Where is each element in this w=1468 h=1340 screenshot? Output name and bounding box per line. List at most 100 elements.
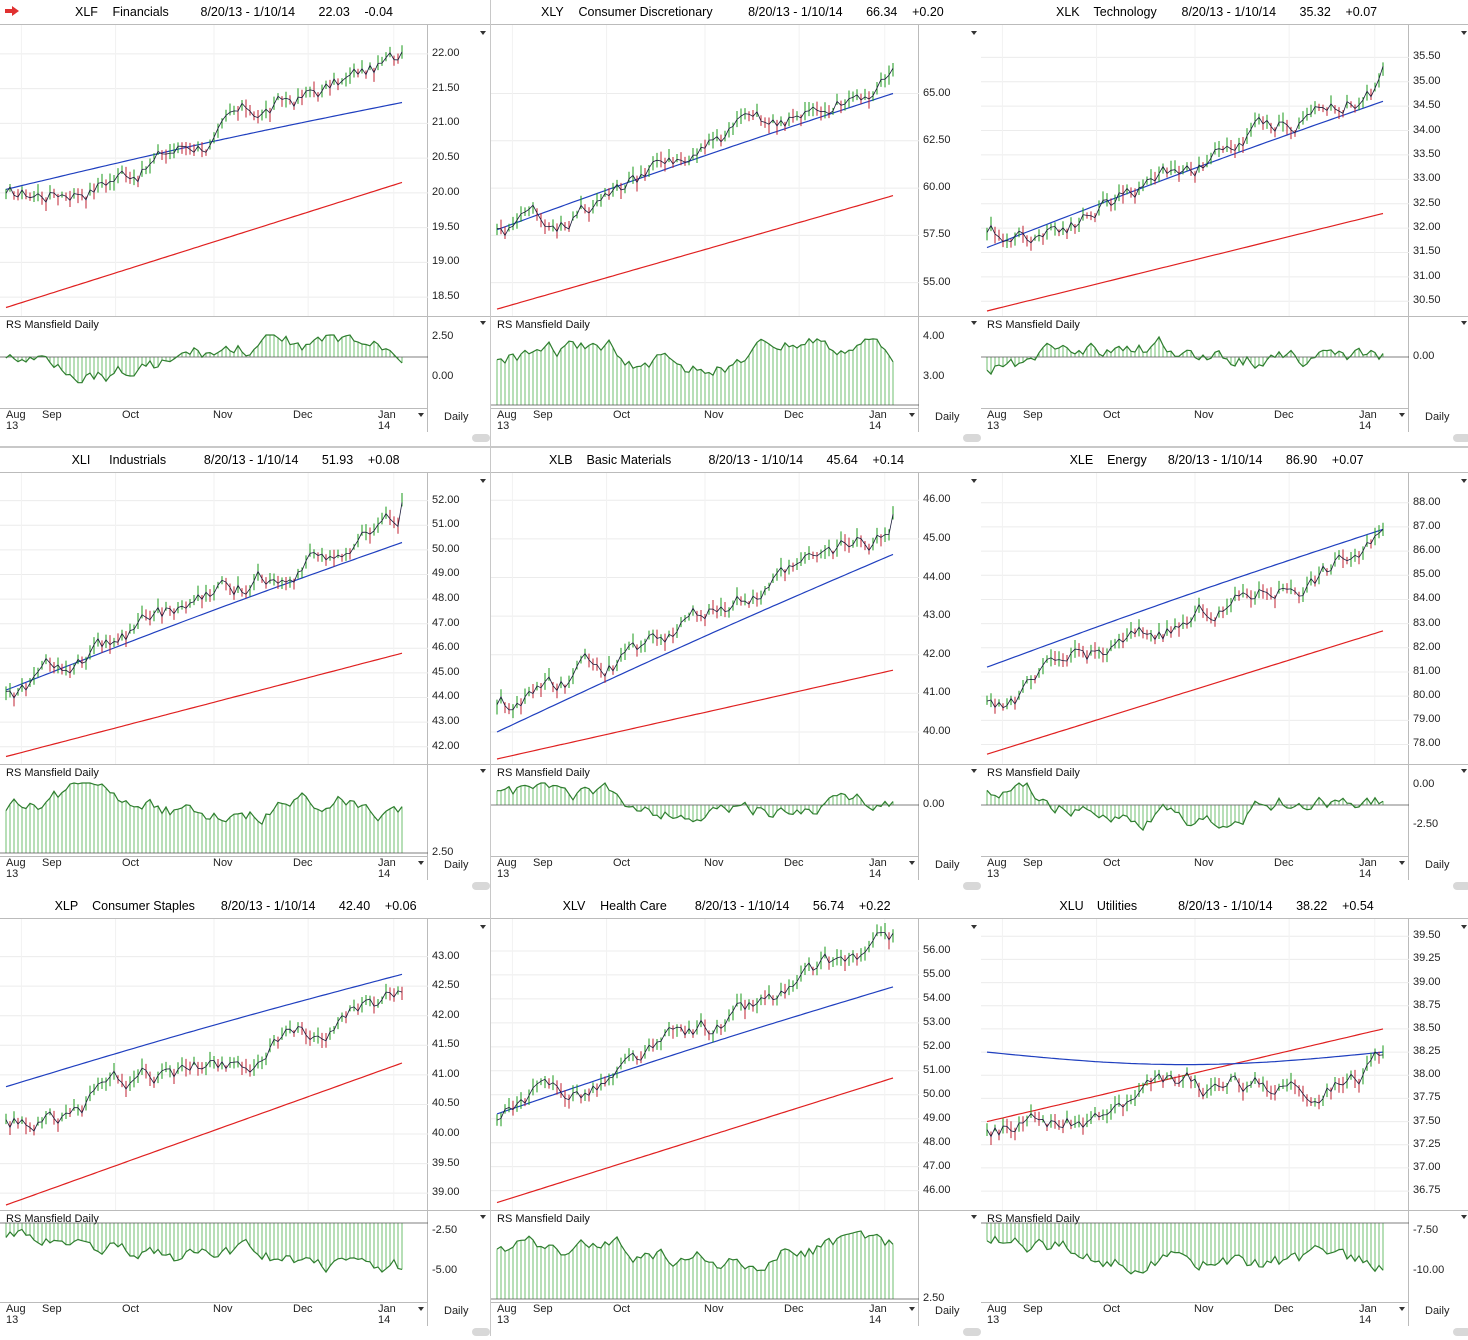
period-label[interactable]: Daily — [935, 411, 960, 423]
rs-axis-menu-icon[interactable] — [1461, 769, 1467, 773]
date-menu-icon[interactable] — [1399, 413, 1405, 417]
rs-mansfield-plot[interactable]: RS Mansfield Daily — [491, 1210, 919, 1302]
rs-mansfield-plot[interactable]: RS Mansfield Daily — [491, 764, 919, 856]
period-label[interactable]: Daily — [444, 1305, 469, 1317]
chart-panel-xlp[interactable]: XLP Consumer Staples 8/20/13 - 1/10/14 42.4… — [0, 894, 490, 1340]
ma-50-line — [986, 528, 1384, 668]
month-label: Nov — [213, 1303, 233, 1315]
chart-panel-xli[interactable]: XLI Industrials 8/20/13 - 1/10/14 51.93 +0.0… — [0, 448, 490, 894]
rs-mansfield-plot[interactable]: RS Mansfield Daily — [491, 316, 919, 408]
rs-axis-menu-icon[interactable] — [480, 769, 486, 773]
sector-name: Industrials — [109, 453, 167, 467]
ticker-symbol: XLE — [1069, 453, 1094, 467]
date-menu-icon[interactable] — [1399, 861, 1405, 865]
date-menu-icon[interactable] — [418, 1307, 424, 1311]
scroll-handle[interactable] — [963, 1328, 981, 1336]
month-label: Nov — [1194, 857, 1214, 869]
chart-panel-xlv[interactable]: XLV Health Care 8/20/13 - 1/10/14 56.74 +0.2… — [491, 894, 981, 1340]
scroll-handle[interactable] — [1453, 434, 1468, 442]
scroll-handle[interactable] — [1453, 882, 1468, 890]
price-close-line — [986, 1051, 1384, 1138]
ma-50-line — [496, 92, 894, 231]
period-label[interactable]: Daily — [1425, 411, 1450, 423]
price-plot-area[interactable] — [981, 918, 1409, 1211]
scroll-handle[interactable] — [472, 434, 490, 442]
price-chart-svg — [491, 25, 919, 317]
date-axis: Aug Sep Oct Nov Dec Jan 13 14 — [0, 856, 428, 880]
rs-axis-menu-icon[interactable] — [1461, 1215, 1467, 1219]
chart-panel-xlf[interactable]: XLF Financials 8/20/13 - 1/10/14 22.03 -0.04… — [0, 0, 490, 446]
price-tick-label: 33.50 — [1413, 147, 1441, 160]
rs-axis-menu-icon[interactable] — [971, 769, 977, 773]
rs-mansfield-plot[interactable]: RS Mansfield Daily — [0, 316, 428, 408]
rs-axis: 0.00 -2.50 — [1409, 764, 1468, 856]
date-menu-icon[interactable] — [909, 861, 915, 865]
date-menu-icon[interactable] — [909, 1307, 915, 1311]
rs-axis-menu-icon[interactable] — [480, 321, 486, 325]
axis-menu-icon[interactable] — [480, 479, 486, 483]
axis-menu-icon[interactable] — [1461, 31, 1467, 35]
axis-menu-icon[interactable] — [480, 925, 486, 929]
rs-line — [5, 782, 403, 826]
rs-mansfield-plot[interactable]: RS Mansfield Daily — [981, 764, 1409, 856]
date-menu-icon[interactable] — [1399, 1307, 1405, 1311]
date-menu-icon[interactable] — [909, 413, 915, 417]
scroll-handle[interactable] — [472, 1328, 490, 1336]
chart-panel-xle[interactable]: XLE Energy 8/20/13 - 1/10/14 86.90 +0.07 88.0… — [981, 448, 1468, 894]
chart-panel-xlk[interactable]: XLK Technology 8/20/13 - 1/10/14 35.32 +0.07… — [981, 0, 1468, 446]
ma-200-line — [496, 195, 894, 310]
rs-mansfield-plot[interactable]: RS Mansfield Daily — [0, 1210, 428, 1302]
scroll-handle[interactable] — [1453, 1328, 1468, 1336]
price-plot-area[interactable] — [491, 918, 919, 1211]
month-label: Aug — [6, 1303, 26, 1315]
price-tick-label: 34.50 — [1413, 99, 1441, 112]
month-label: Nov — [213, 409, 233, 421]
price-tick-label: 35.50 — [1413, 50, 1441, 63]
sector-name: Consumer Discretionary — [578, 5, 713, 19]
chart-panel-xly[interactable]: XLY Consumer Discretionary 8/20/13 - 1/10/… — [491, 0, 981, 446]
period-label[interactable]: Daily — [444, 411, 469, 423]
scroll-handle[interactable] — [472, 882, 490, 890]
rs-axis-menu-icon[interactable] — [480, 1215, 486, 1219]
price-tick-label: 81.00 — [1413, 664, 1441, 677]
rs-mansfield-plot[interactable]: RS Mansfield Daily — [981, 316, 1409, 408]
axis-menu-icon[interactable] — [1461, 479, 1467, 483]
rs-axis-menu-icon[interactable] — [971, 1215, 977, 1219]
price-tick-label: 88.00 — [1413, 495, 1441, 508]
price-plot-area[interactable] — [981, 472, 1409, 765]
chart-panel-xlb[interactable]: XLB Basic Materials 8/20/13 - 1/10/14 45.64… — [491, 448, 981, 894]
price-plot-area[interactable] — [0, 472, 428, 765]
period-label[interactable]: Daily — [935, 1305, 960, 1317]
rs-mansfield-plot[interactable]: RS Mansfield Daily — [981, 1210, 1409, 1302]
price-plot-area[interactable] — [0, 918, 428, 1211]
month-label: Jan — [378, 1303, 396, 1315]
scroll-handle[interactable] — [963, 434, 981, 442]
chart-panel-xlu[interactable]: XLU Utilities 8/20/13 - 1/10/14 38.22 +0.54 3… — [981, 894, 1468, 1340]
rs-axis-menu-icon[interactable] — [1461, 321, 1467, 325]
price-plot-area[interactable] — [491, 24, 919, 317]
period-label[interactable]: Daily — [1425, 1305, 1450, 1317]
period-label[interactable]: Daily — [444, 859, 469, 871]
price-change: +0.07 — [1345, 5, 1378, 19]
period-label[interactable]: Daily — [935, 859, 960, 871]
scroll-handle[interactable] — [963, 882, 981, 890]
red-arrow-icon[interactable] — [4, 5, 20, 17]
axis-menu-icon[interactable] — [971, 479, 977, 483]
axis-menu-icon[interactable] — [480, 31, 486, 35]
price-plot-area[interactable] — [0, 24, 428, 317]
rs-mansfield-plot[interactable]: RS Mansfield Daily — [0, 764, 428, 856]
month-label: Sep — [42, 857, 62, 869]
price-tick-label: 39.00 — [432, 1186, 460, 1199]
year-label-start: 13 — [497, 420, 510, 432]
date-menu-icon[interactable] — [418, 861, 424, 865]
axis-menu-icon[interactable] — [971, 31, 977, 35]
rs-axis-menu-icon[interactable] — [971, 321, 977, 325]
period-label[interactable]: Daily — [1425, 859, 1450, 871]
axis-menu-icon[interactable] — [1461, 925, 1467, 929]
price-plot-area[interactable] — [491, 472, 919, 765]
price-plot-area[interactable] — [981, 24, 1409, 317]
price-tick-label: 45.00 — [923, 531, 951, 544]
date-menu-icon[interactable] — [418, 413, 424, 417]
sector-name: Technology — [1093, 5, 1157, 19]
axis-menu-icon[interactable] — [971, 925, 977, 929]
